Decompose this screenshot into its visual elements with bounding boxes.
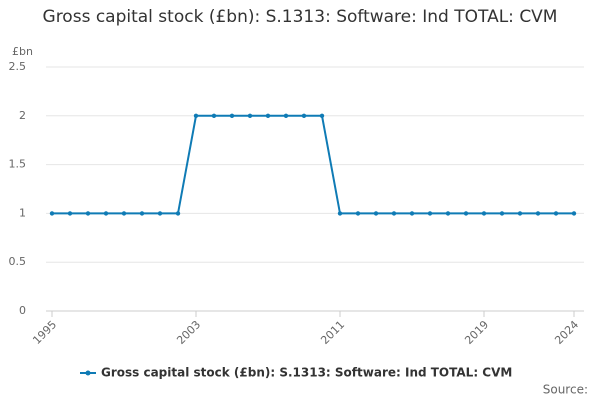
point	[355, 211, 361, 216]
x-tick-label: 1995	[30, 318, 59, 347]
point	[517, 211, 523, 216]
point	[103, 211, 109, 216]
x-tick-label: 2011	[318, 318, 347, 347]
point	[409, 211, 415, 216]
x-tick-label: 2003	[174, 318, 203, 347]
legend-marker	[85, 370, 91, 376]
point	[247, 113, 253, 119]
point	[463, 211, 469, 216]
point	[571, 211, 577, 216]
y-tick-label: 1	[19, 206, 26, 219]
y-tick-label: 0	[19, 304, 26, 317]
line	[52, 114, 574, 215]
point	[535, 211, 541, 216]
point	[337, 211, 343, 216]
point	[481, 211, 487, 216]
point	[85, 211, 91, 216]
point	[391, 211, 397, 216]
point	[445, 211, 451, 216]
point	[211, 113, 217, 119]
point	[121, 211, 127, 216]
point	[229, 113, 235, 119]
point	[499, 211, 505, 216]
point	[175, 211, 181, 216]
point	[427, 211, 433, 216]
point	[373, 211, 379, 216]
y-tick-label: 0.5	[9, 255, 27, 268]
point	[319, 113, 325, 119]
y-tick-label: 2	[19, 109, 26, 122]
point	[193, 113, 199, 119]
point	[139, 211, 145, 216]
legend-label: Gross capital stock (£bn): S.1313: Softw…	[101, 366, 512, 380]
y-tick-label: 1.5	[9, 158, 27, 171]
point	[49, 211, 55, 216]
point	[157, 211, 163, 216]
chart-title: Gross capital stock (£bn): S.1313: Softw…	[42, 7, 558, 27]
point	[283, 113, 289, 119]
x-tick-label: 2024	[552, 318, 581, 347]
source: Source:	[543, 383, 588, 397]
point	[553, 211, 559, 216]
point	[265, 113, 271, 119]
y-tick-label: 2.5	[9, 60, 27, 73]
x-tick-label: 2019	[462, 318, 491, 347]
y-unit: £bn	[12, 45, 33, 58]
point	[67, 211, 73, 216]
point	[301, 113, 307, 119]
